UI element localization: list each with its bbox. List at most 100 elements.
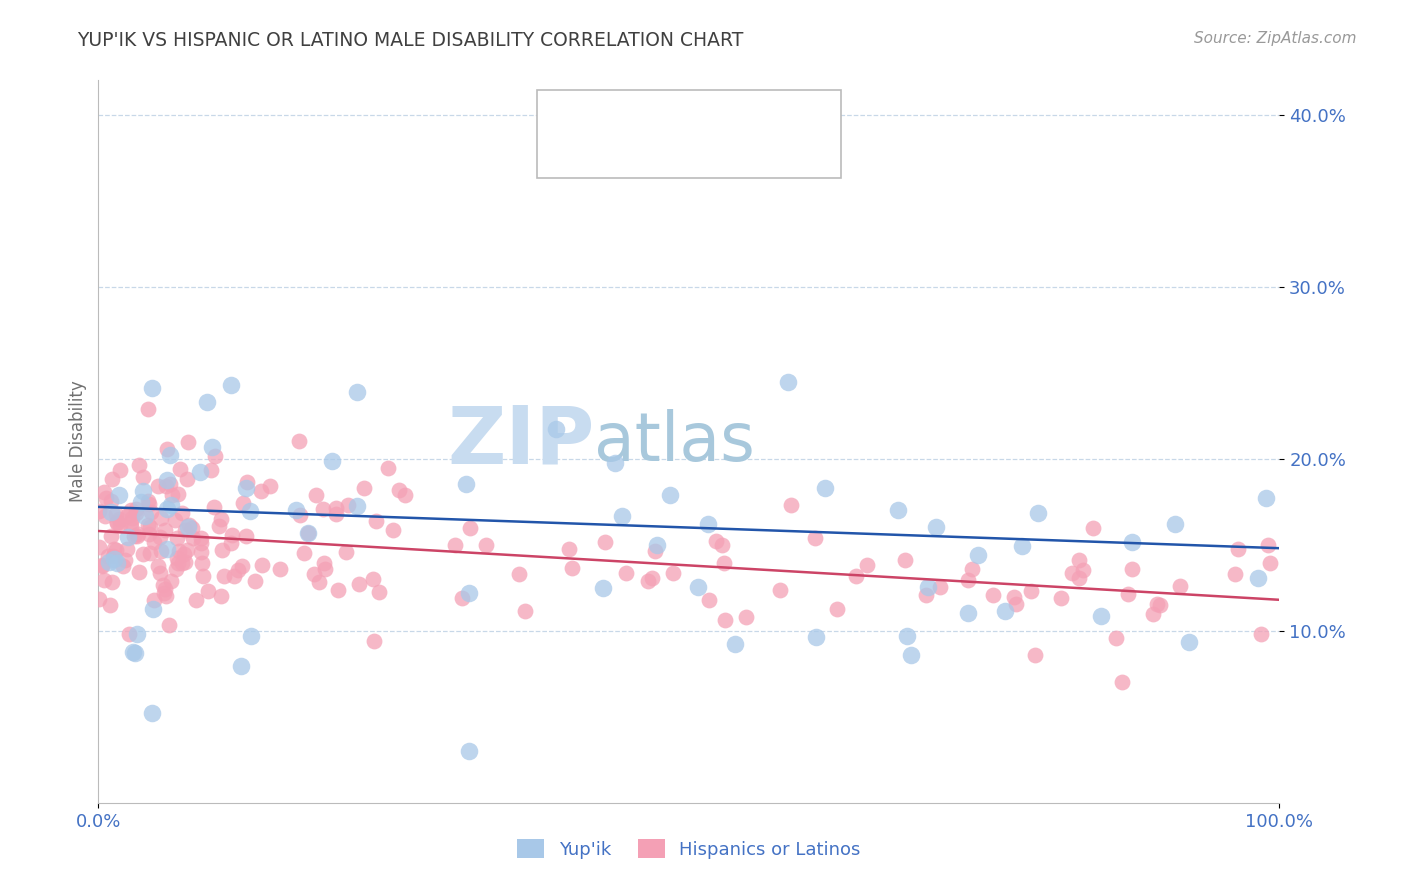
- Text: -0.137: -0.137: [624, 103, 683, 121]
- Point: [111, 558, 134, 573]
- Point: [108, 488, 131, 502]
- Point: [714, 613, 737, 627]
- Point: [153, 586, 176, 600]
- Point: [167, 544, 190, 558]
- Point: [166, 531, 188, 545]
- Text: ZIP: ZIP: [447, 402, 595, 481]
- Point: [474, 538, 496, 552]
- Point: [125, 501, 148, 516]
- Point: [363, 633, 385, 648]
- Point: [1105, 631, 1128, 645]
- Point: [132, 547, 155, 561]
- Point: [160, 574, 183, 588]
- Point: [138, 527, 160, 541]
- Point: [458, 586, 481, 600]
- Point: [696, 516, 718, 531]
- Point: [93, 574, 115, 588]
- Point: [353, 481, 375, 495]
- Point: [558, 541, 581, 556]
- Point: [925, 520, 948, 534]
- Point: [183, 531, 205, 545]
- Point: [269, 562, 291, 576]
- Point: [305, 488, 328, 502]
- Point: [960, 561, 983, 575]
- Point: [208, 519, 231, 533]
- Point: [508, 567, 530, 582]
- Point: [139, 519, 162, 533]
- Point: [138, 497, 160, 511]
- Point: [100, 528, 122, 542]
- Point: [896, 630, 918, 644]
- Point: [1002, 590, 1025, 604]
- Point: [156, 442, 179, 456]
- Point: [212, 569, 235, 583]
- Point: [1168, 578, 1191, 592]
- Point: [155, 523, 177, 537]
- Point: [93, 484, 115, 499]
- Point: [325, 500, 347, 515]
- Point: [221, 528, 243, 542]
- Point: [312, 501, 335, 516]
- Point: [336, 499, 359, 513]
- Point: [169, 461, 191, 475]
- Point: [190, 536, 212, 550]
- Point: [159, 448, 181, 462]
- Point: [302, 566, 325, 581]
- Point: [929, 580, 952, 594]
- Point: [98, 599, 121, 613]
- Point: [515, 604, 537, 618]
- Point: [297, 525, 319, 540]
- Point: [612, 508, 634, 523]
- Legend: Yup'ik, Hispanics or Latinos: Yup'ik, Hispanics or Latinos: [510, 832, 868, 866]
- Point: [326, 582, 349, 597]
- Point: [314, 562, 336, 576]
- Point: [346, 384, 368, 399]
- Point: [176, 520, 198, 534]
- Point: [177, 435, 200, 450]
- Point: [845, 569, 868, 583]
- Point: [711, 538, 734, 552]
- Point: [117, 530, 139, 544]
- Point: [769, 583, 792, 598]
- Point: [120, 515, 142, 529]
- Point: [152, 578, 174, 592]
- Point: [1069, 553, 1091, 567]
- Point: [142, 602, 165, 616]
- Point: [219, 536, 242, 550]
- Point: [894, 553, 917, 567]
- Point: [1258, 556, 1281, 570]
- Point: [166, 551, 188, 566]
- Point: [235, 529, 257, 543]
- Point: [236, 475, 259, 489]
- Point: [128, 565, 150, 579]
- Point: [127, 527, 149, 541]
- Point: [994, 604, 1017, 618]
- Point: [1011, 539, 1033, 553]
- Point: [90, 558, 112, 572]
- Point: [167, 556, 190, 570]
- Point: [184, 593, 207, 607]
- Point: [141, 504, 163, 518]
- Point: [117, 508, 139, 523]
- Point: [94, 491, 117, 506]
- Point: [1178, 635, 1201, 649]
- Point: [202, 500, 225, 515]
- Point: [288, 508, 311, 523]
- Point: [713, 556, 735, 570]
- Point: [226, 563, 249, 577]
- Point: [645, 537, 668, 551]
- Point: [128, 458, 150, 472]
- Point: [195, 395, 218, 409]
- Point: [136, 494, 159, 508]
- Point: [1250, 627, 1272, 641]
- Point: [641, 571, 664, 585]
- Point: [89, 540, 111, 554]
- Point: [177, 518, 200, 533]
- Point: [100, 575, 122, 590]
- Point: [91, 559, 114, 574]
- Point: [735, 610, 758, 624]
- Point: [288, 434, 311, 448]
- Point: [644, 544, 666, 558]
- Point: [917, 580, 939, 594]
- Y-axis label: Male Disability: Male Disability: [69, 381, 87, 502]
